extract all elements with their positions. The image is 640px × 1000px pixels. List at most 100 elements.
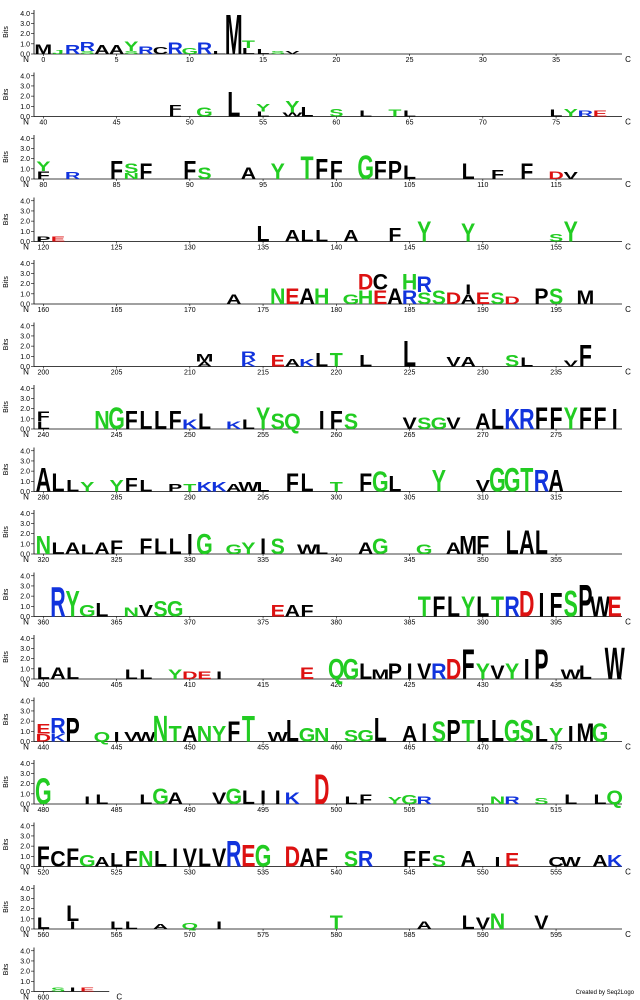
x-tick-label: 555 bbox=[550, 870, 562, 877]
logo-letter: W bbox=[561, 667, 582, 683]
logo-letter: Y bbox=[65, 585, 79, 625]
logo-letter: V bbox=[139, 602, 153, 620]
logo-letter: F bbox=[139, 533, 152, 559]
logo-letter: A bbox=[460, 354, 475, 370]
logo-letter: N bbox=[94, 406, 109, 434]
logo-letter: R bbox=[534, 464, 549, 499]
logo-letter: T bbox=[330, 349, 343, 371]
logo-letter: P bbox=[388, 156, 402, 184]
x-tick-label: 485 bbox=[111, 807, 123, 814]
c-terminus-label: C bbox=[625, 180, 631, 189]
c-terminus-label: C bbox=[625, 243, 631, 252]
logo-letter: F bbox=[388, 224, 401, 246]
x-tick-label: 540 bbox=[330, 870, 342, 877]
y-tick-label: 2.0 bbox=[20, 156, 30, 163]
y-tick-label: 0.0 bbox=[20, 177, 30, 184]
logo-letter: I bbox=[465, 281, 471, 297]
logo-row-440: Bits 0.0 1.0 2.0 3.0 4.0 N C 440 445 450 455 460 465 4… bbox=[3, 697, 631, 752]
x-tick-label: 205 bbox=[111, 370, 123, 377]
logo-letter: A bbox=[299, 283, 315, 309]
logo-letter: F bbox=[169, 102, 182, 115]
logo-letter: L bbox=[125, 667, 138, 683]
y-tick-label: 2.0 bbox=[20, 469, 30, 476]
logo-letter: F bbox=[432, 592, 445, 624]
logo-letter: N bbox=[197, 721, 212, 747]
x-tick-label: 415 bbox=[257, 682, 269, 689]
logo-letter: L bbox=[257, 111, 270, 119]
x-tick-label: 270 bbox=[477, 432, 489, 439]
y-tick-label: 0.0 bbox=[20, 552, 30, 559]
logo-letter: L bbox=[403, 162, 416, 184]
logo-letter: K bbox=[285, 790, 301, 808]
logo-letter: Q bbox=[606, 787, 623, 809]
n-terminus-label: N bbox=[23, 430, 29, 439]
logo-letter: F bbox=[301, 602, 314, 620]
logo-letter: R bbox=[80, 39, 96, 53]
logo-letter: A bbox=[402, 721, 418, 747]
y-tick-label: 3.0 bbox=[20, 521, 30, 528]
logo-row-400: Bits 0.0 1.0 2.0 3.0 4.0 N 400 405 410 415 420 425 43… bbox=[3, 635, 625, 689]
y-tick-label: 2.0 bbox=[20, 594, 30, 601]
logo-letter: L bbox=[344, 794, 357, 807]
logo-letter: E bbox=[197, 669, 211, 682]
logo-letter: C bbox=[373, 269, 389, 295]
logo-letter: L bbox=[594, 792, 607, 808]
y-tick-label: 3.0 bbox=[20, 333, 30, 340]
logo-letter: S bbox=[505, 352, 519, 370]
x-tick-label: 375 bbox=[257, 620, 269, 627]
logo-letter: L bbox=[257, 221, 270, 247]
logo-letter: A bbox=[109, 42, 125, 56]
logo-letter: L bbox=[139, 477, 152, 495]
x-tick-label: 290 bbox=[184, 495, 196, 502]
x-tick-label: 385 bbox=[404, 620, 416, 627]
logo-letter: L bbox=[198, 844, 211, 872]
logo-letter: F bbox=[579, 401, 592, 436]
logo-letter: G bbox=[196, 529, 213, 561]
logo-row-80: Bits 0.0 1.0 2.0 3.0 4.0 N C 80 85 90 95 100 105 110 11… bbox=[3, 135, 631, 189]
y-tick-label: 1.0 bbox=[20, 541, 30, 548]
logo-letter: D bbox=[446, 654, 461, 686]
logo-letter: P bbox=[65, 712, 79, 750]
x-tick-label: 150 bbox=[477, 245, 489, 252]
logo-letter: A bbox=[343, 227, 359, 245]
logo-letter: G bbox=[108, 401, 125, 436]
y-tick-label: 3.0 bbox=[20, 83, 30, 90]
logo-letter: R bbox=[417, 794, 432, 807]
logo-letter: F bbox=[37, 408, 50, 424]
y-axis-label: Bits bbox=[3, 463, 10, 475]
n-terminus-label: N bbox=[23, 180, 29, 189]
logo-letter: S bbox=[271, 533, 285, 559]
logo-letter: G bbox=[372, 467, 389, 499]
logo-letter: I bbox=[568, 721, 574, 747]
logo-letter: F bbox=[550, 587, 563, 625]
logo-letter: L bbox=[476, 714, 489, 749]
y-tick-label: 2.0 bbox=[20, 219, 30, 226]
x-tick-label: 340 bbox=[330, 557, 342, 564]
logo-letter: R bbox=[50, 713, 66, 739]
y-axis-label: Bits bbox=[3, 963, 10, 975]
x-tick-label: 110 bbox=[477, 182, 488, 189]
y-tick-label: 1.0 bbox=[20, 479, 30, 486]
logo-letter: A bbox=[50, 665, 66, 683]
logo-letter: F bbox=[169, 406, 182, 434]
logo-letter: R bbox=[504, 794, 519, 807]
y-tick-label: 3.0 bbox=[20, 21, 30, 28]
logo-letter: S bbox=[432, 287, 446, 309]
logo-letter: L bbox=[154, 846, 167, 872]
x-tick-label: 560 bbox=[37, 932, 49, 939]
logo-letter: L bbox=[66, 665, 79, 683]
logo-letter: R bbox=[358, 846, 374, 872]
logo-letter: R bbox=[417, 271, 433, 297]
logo-letter: L bbox=[95, 792, 108, 808]
c-terminus-label: C bbox=[625, 868, 631, 877]
logo-letter: F bbox=[37, 169, 50, 182]
logo-letter: R bbox=[167, 40, 183, 58]
logo-letter: L bbox=[359, 352, 372, 370]
y-tick-label: 4.0 bbox=[20, 261, 30, 268]
y-tick-label: 0.0 bbox=[20, 239, 30, 246]
logo-letter: G bbox=[401, 792, 418, 806]
logo-letter: R bbox=[226, 835, 242, 875]
logo-letter: L bbox=[300, 469, 313, 497]
n-terminus-label: N bbox=[23, 555, 29, 564]
x-tick-label: 580 bbox=[330, 932, 342, 939]
